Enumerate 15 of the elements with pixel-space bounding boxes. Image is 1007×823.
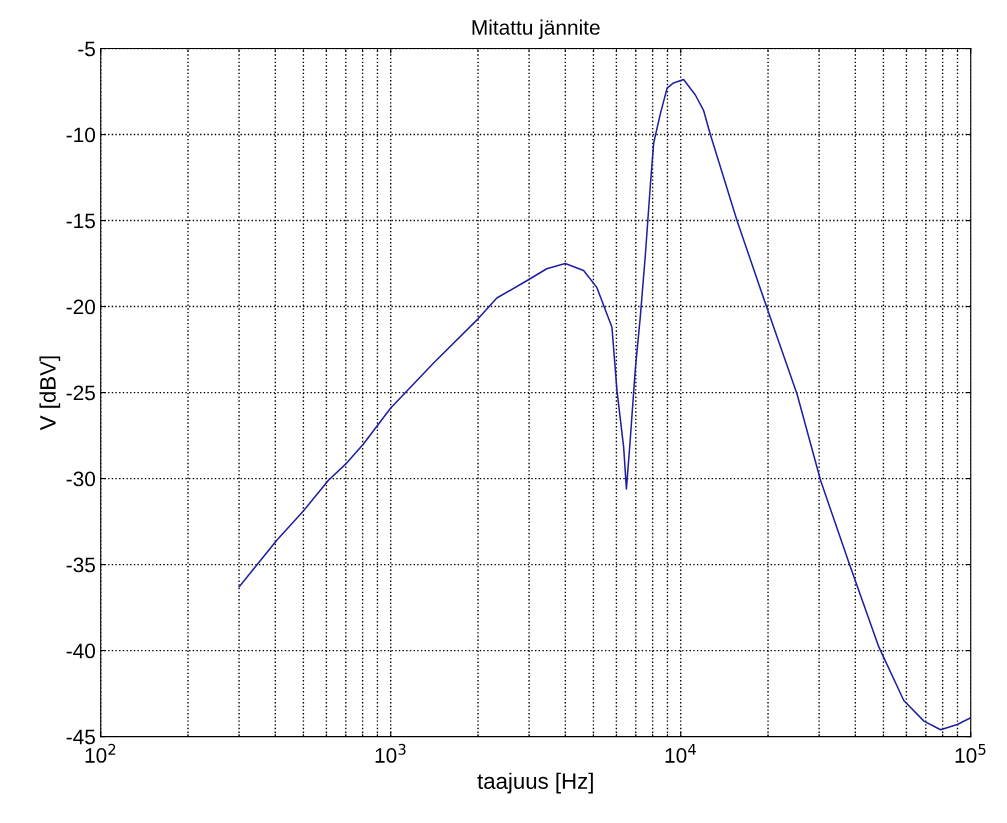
y-tick-label: -20 <box>66 299 96 315</box>
y-tick-label: -10 <box>66 127 96 143</box>
x-tick-label: 10$^{3}$ <box>375 743 406 763</box>
y-axis-title: V [dBV] <box>39 356 61 431</box>
chart-title: Mitattu jännite <box>472 19 600 39</box>
y-tick-label: -45 <box>66 729 95 745</box>
x-tick-label: 10$^{5}$ <box>955 744 986 763</box>
y-tick-label: -5 <box>78 41 95 57</box>
y-tick-label: -35 <box>66 557 95 573</box>
y-tick-label: -25 <box>66 385 95 401</box>
x-tick-label: 10$^{4}$ <box>665 744 696 763</box>
y-tick-label: -40 <box>66 643 96 659</box>
y-tick-label: -15 <box>66 213 95 229</box>
y-tick-label: -30 <box>66 471 96 487</box>
x-axis-title: taajuus [Hz] <box>477 772 593 794</box>
